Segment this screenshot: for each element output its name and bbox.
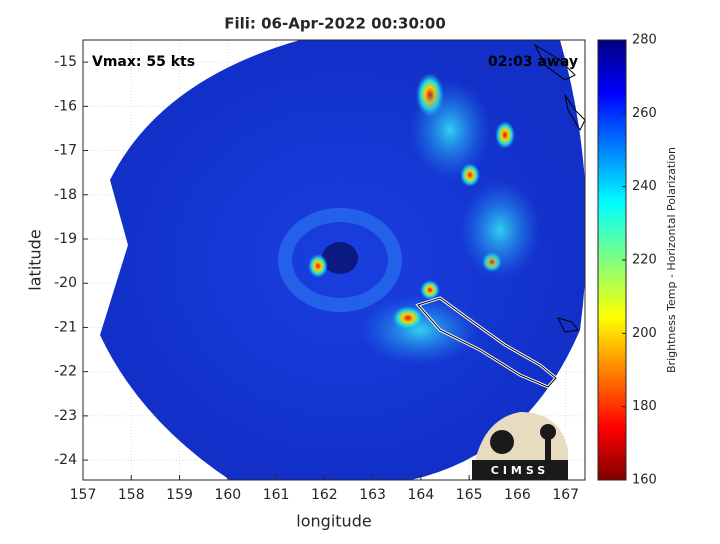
chart-title: Fili: 06-Apr-2022 00:30:00: [224, 15, 446, 33]
y-tick-label: -15: [54, 54, 77, 70]
colorbar-tick-label: 280: [632, 33, 657, 48]
y-axis-label: latitude: [26, 229, 45, 290]
plot-frame: [82, 39, 586, 481]
x-tick-label: 165: [456, 487, 483, 503]
logo-text: CIMSS: [491, 464, 549, 477]
x-tick-label: 164: [408, 487, 435, 503]
colorbar-tick-label: 260: [632, 106, 657, 121]
colorbar-tick-label: 160: [632, 473, 657, 488]
x-tick-label: 159: [166, 487, 193, 503]
logo: CIMSS: [472, 412, 568, 480]
y-tick-label: -22: [54, 364, 77, 380]
colorbar-label: Brightness Temp - Horizontal Polarizatio…: [665, 147, 678, 373]
colorbar-tick-label: 180: [632, 399, 657, 414]
x-tick-label: 161: [263, 487, 290, 503]
x-tick-label: 158: [118, 487, 145, 503]
y-tick-label: -16: [54, 98, 77, 114]
x-tick-label: 162: [311, 487, 338, 503]
annotation: Vmax: 55 kts: [92, 54, 195, 70]
x-tick-label: 166: [504, 487, 531, 503]
annotation: 02:03 away: [488, 54, 578, 70]
colorbar-tick-label: 240: [632, 179, 657, 194]
y-tick-label: -17: [54, 143, 77, 159]
x-axis-label: longitude: [296, 512, 371, 531]
x-tick-label: 167: [552, 487, 579, 503]
y-tick-label: -23: [54, 408, 77, 424]
y-tick-label: -24: [54, 452, 77, 468]
y-tick-label: -20: [54, 275, 77, 291]
x-tick-label: 157: [70, 487, 97, 503]
y-tick-label: -21: [54, 319, 77, 335]
satellite-image: [100, 40, 585, 480]
x-tick-label: 160: [214, 487, 241, 503]
colorbar: [597, 39, 627, 481]
x-tick-label: 163: [359, 487, 386, 503]
y-tick-label: -18: [54, 187, 77, 203]
colorbar-tick-label: 200: [632, 326, 657, 341]
y-tick-label: -19: [54, 231, 77, 247]
colorbar-tick-label: 220: [632, 253, 657, 268]
